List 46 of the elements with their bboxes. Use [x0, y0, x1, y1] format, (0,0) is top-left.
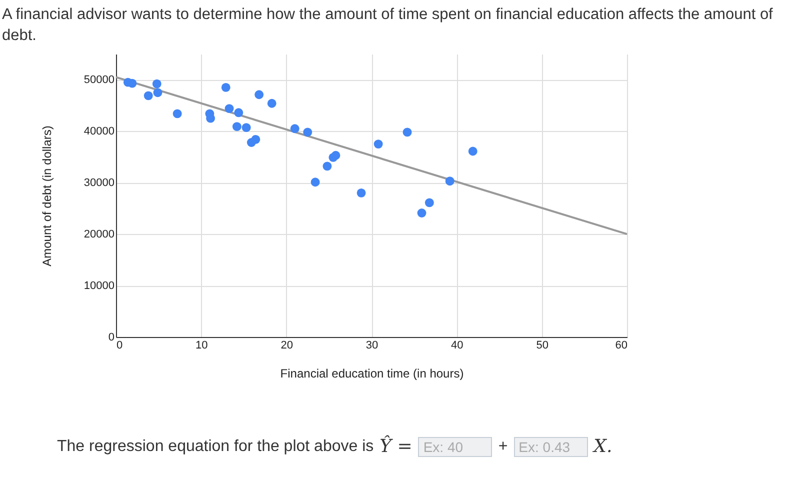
x-tick-label: 50: [536, 340, 548, 352]
y-tick-label: 50000: [84, 74, 114, 86]
y-tick-label: 0: [108, 332, 114, 344]
y-tick-label: 30000: [84, 177, 114, 190]
point: [445, 176, 454, 186]
point: [153, 88, 162, 98]
point: [424, 198, 434, 208]
point: [221, 82, 230, 92]
point: [224, 104, 234, 114]
x-tick-label: 0: [116, 340, 123, 352]
point: [254, 90, 264, 100]
number-field: Ex: 40: [418, 436, 492, 456]
point: [374, 140, 383, 149]
point: [172, 109, 182, 118]
text: X.: [594, 436, 612, 457]
x-tick-label: 40: [451, 340, 464, 352]
x-tick-label: 60: [615, 340, 628, 352]
point: [251, 134, 260, 144]
chart-title: A financial advisor wants to determine how the amount of time spent on financial education affects the amount of debt.: [1, 5, 774, 46]
x-axis-title: Financial education time (in hours): [280, 366, 464, 380]
point: [242, 123, 251, 132]
y-tick-label: 10000: [84, 280, 114, 292]
point: [402, 128, 412, 137]
point: [290, 124, 300, 134]
point: [232, 122, 242, 132]
y-tick-label: 20000: [84, 228, 114, 241]
point: [417, 208, 426, 218]
point: [303, 128, 312, 137]
x-tick-label: 20: [280, 340, 293, 352]
y-axis-title: Amount of debt (in dollars): [40, 126, 54, 266]
x-tick-label: 30: [366, 340, 378, 352]
x-tick-label: 10: [196, 340, 208, 352]
y-tick-label: 40000: [84, 126, 114, 138]
point: [322, 162, 332, 171]
point: [144, 91, 153, 100]
point: [152, 79, 162, 88]
point: [468, 146, 478, 156]
point: [310, 178, 320, 187]
text: The regression equation for the plot above is: [57, 438, 374, 456]
point: [356, 188, 366, 198]
point: [234, 108, 244, 118]
text: Ŷ =: [380, 436, 412, 457]
text: +: [498, 438, 508, 456]
point: [331, 150, 340, 160]
point: [267, 98, 276, 108]
number-field: Ex: 0.43: [514, 436, 588, 456]
